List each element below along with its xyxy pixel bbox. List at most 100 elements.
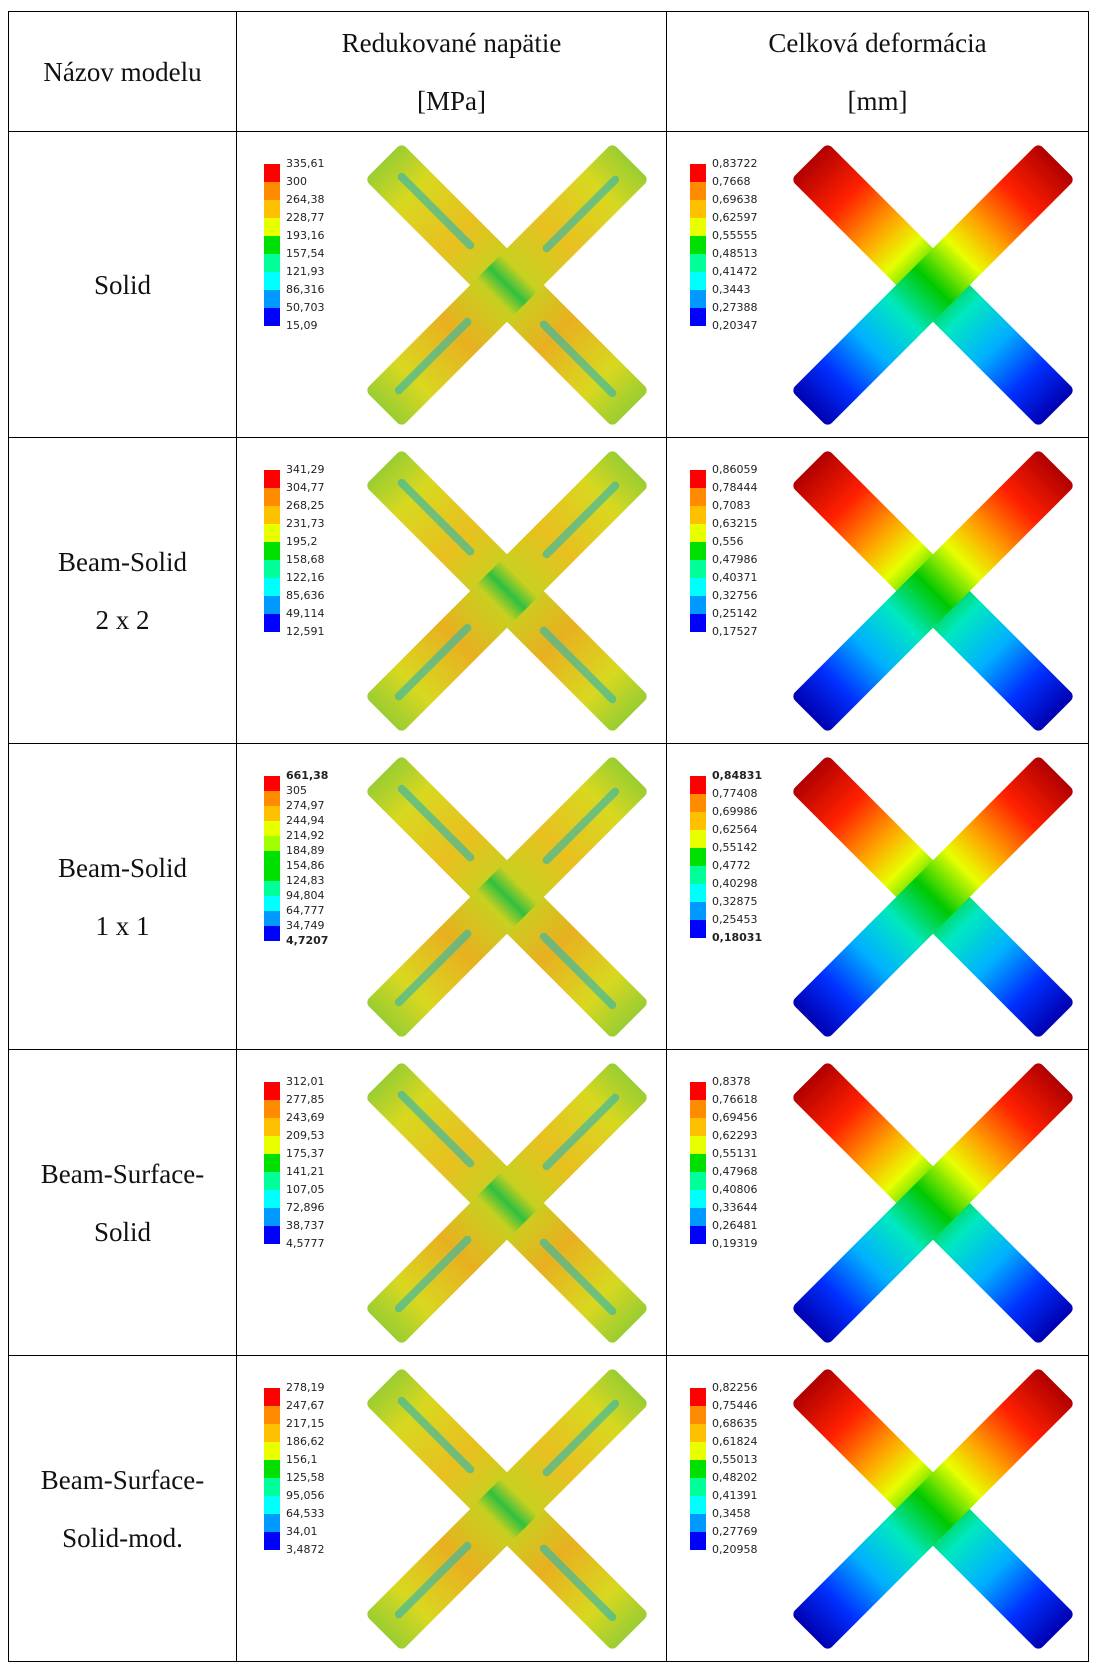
legend-label: 0,86059 [712, 463, 758, 476]
legend-label: 0,75446 [712, 1399, 758, 1412]
arm-stripe [539, 320, 616, 397]
legend-label: 0,40806 [712, 1183, 758, 1196]
legend-label: 4,7207 [286, 934, 328, 947]
legend-label: 0,68635 [712, 1417, 758, 1430]
legend-label: 0,55013 [712, 1453, 758, 1466]
legend-label: 0,7668 [712, 175, 751, 188]
legend-band [263, 1495, 280, 1514]
model-name-line: 1 x 1 [95, 910, 150, 941]
legend-label: 158,68 [286, 553, 325, 566]
arm [366, 450, 647, 731]
arm [792, 450, 1073, 731]
data-row: Beam-Surface- Solid 312,01 277,85 243,69 209,… [8, 1049, 1089, 1356]
arm-stripe [542, 175, 619, 252]
legend-band [689, 1405, 706, 1424]
legend-label: 72,896 [286, 1201, 325, 1214]
legend-band [263, 1459, 280, 1478]
legend-band [263, 880, 280, 896]
model-name: Solid [8, 131, 237, 438]
legend-label: 0,48513 [712, 247, 758, 260]
legend-band [689, 199, 706, 218]
legend-label: 0,69638 [712, 193, 758, 206]
legend-band [263, 850, 280, 866]
legend-band [689, 829, 706, 848]
arm-stripe [397, 172, 474, 249]
deformation-plot: 0,86059 0,78444 0,7083 0,63215 0,556 0,47986 0… [689, 450, 1073, 731]
legend-label: 85,636 [286, 589, 325, 602]
arm-stripe [394, 623, 471, 700]
legend-label: 0,27388 [712, 301, 758, 314]
model-name-line: Beam-Surface- [40, 1464, 205, 1495]
arm-stripe [539, 626, 616, 703]
model-name-line: Solid [93, 1216, 152, 1247]
legend-band [689, 595, 706, 614]
arm-stripe [397, 1090, 474, 1167]
legend-label: 0,47968 [712, 1165, 758, 1178]
legend-band [263, 925, 280, 941]
legend-band [263, 253, 280, 272]
legend-band [689, 793, 706, 812]
model-name-line: Solid [93, 269, 152, 300]
legend-label: 0,47986 [712, 553, 758, 566]
arm [366, 1368, 647, 1649]
legend-band [263, 775, 280, 791]
legend-band [689, 1117, 706, 1136]
legend-label: 209,53 [286, 1129, 325, 1142]
legend-label: 0,32875 [712, 895, 758, 908]
data-row: Beam-Solid 1 x 1 661,38 305 274,97 244,94 214,… [8, 743, 1089, 1050]
legend-label: 94,804 [286, 889, 325, 902]
legend-label: 154,86 [286, 859, 325, 872]
legend-band [689, 559, 706, 578]
model-name: Beam-Solid 2 x 2 [8, 437, 237, 744]
legend-label: 305 [286, 784, 307, 797]
header-line: Celková deformácia [768, 27, 987, 58]
legend-band [263, 1189, 280, 1208]
legend-band [689, 307, 706, 326]
legend-band [689, 181, 706, 200]
legend-band [263, 235, 280, 254]
arm [792, 144, 1073, 425]
model-name-line: Beam-Solid [58, 546, 187, 577]
legend-label: 228,77 [286, 211, 325, 224]
legend-band [263, 1135, 280, 1154]
legend-band [689, 1099, 706, 1118]
stress-cell: 341,29 304,77 268,25 231,73 195,2 158,68 122,1… [236, 437, 667, 744]
legend-label: 0,3443 [712, 283, 751, 296]
arm [366, 756, 647, 1037]
legend-label: 34,749 [286, 919, 325, 932]
legend-label: 0,27769 [712, 1525, 758, 1538]
legend-label: 0,83722 [712, 157, 758, 170]
legend-label: 312,01 [286, 1075, 325, 1088]
legend-band [689, 919, 706, 938]
arm-stripe [394, 1541, 471, 1618]
legend-label: 0,84831 [712, 769, 762, 782]
header-cell: Redukované napätie [MPa] [236, 11, 667, 132]
legend-band [263, 1531, 280, 1550]
legend-band [263, 181, 280, 200]
legend-band [689, 811, 706, 830]
legend-label: 38,737 [286, 1219, 325, 1232]
arm-body [792, 1062, 1073, 1343]
legend-band [263, 613, 280, 632]
arm [792, 1368, 1073, 1649]
stress-plot: 661,38 305 274,97 244,94 214,92 184,89 154,86 1… [263, 756, 647, 1037]
legend-band [263, 910, 280, 926]
legend-band [263, 790, 280, 806]
model-name: Beam-Surface- Solid-mod. [8, 1355, 237, 1662]
legend-label: 243,69 [286, 1111, 325, 1124]
legend-label: 0,82256 [712, 1381, 758, 1394]
legend-band [263, 307, 280, 326]
legend-band [263, 820, 280, 836]
legend-band [689, 577, 706, 596]
header-row: Názov modelu Redukované napätie [MPa] Cel… [8, 11, 1089, 132]
legend-label: 50,703 [286, 301, 325, 314]
arm-stripe [394, 1235, 471, 1312]
legend-label: 0,17527 [712, 625, 758, 638]
arm-stripe [542, 1399, 619, 1476]
legend-band [689, 847, 706, 866]
legend-band [263, 1387, 280, 1406]
data-row: Beam-Surface- Solid-mod. 278,19 247,67 217,1… [8, 1355, 1089, 1662]
legend-band [689, 217, 706, 236]
legend-band [263, 1423, 280, 1442]
